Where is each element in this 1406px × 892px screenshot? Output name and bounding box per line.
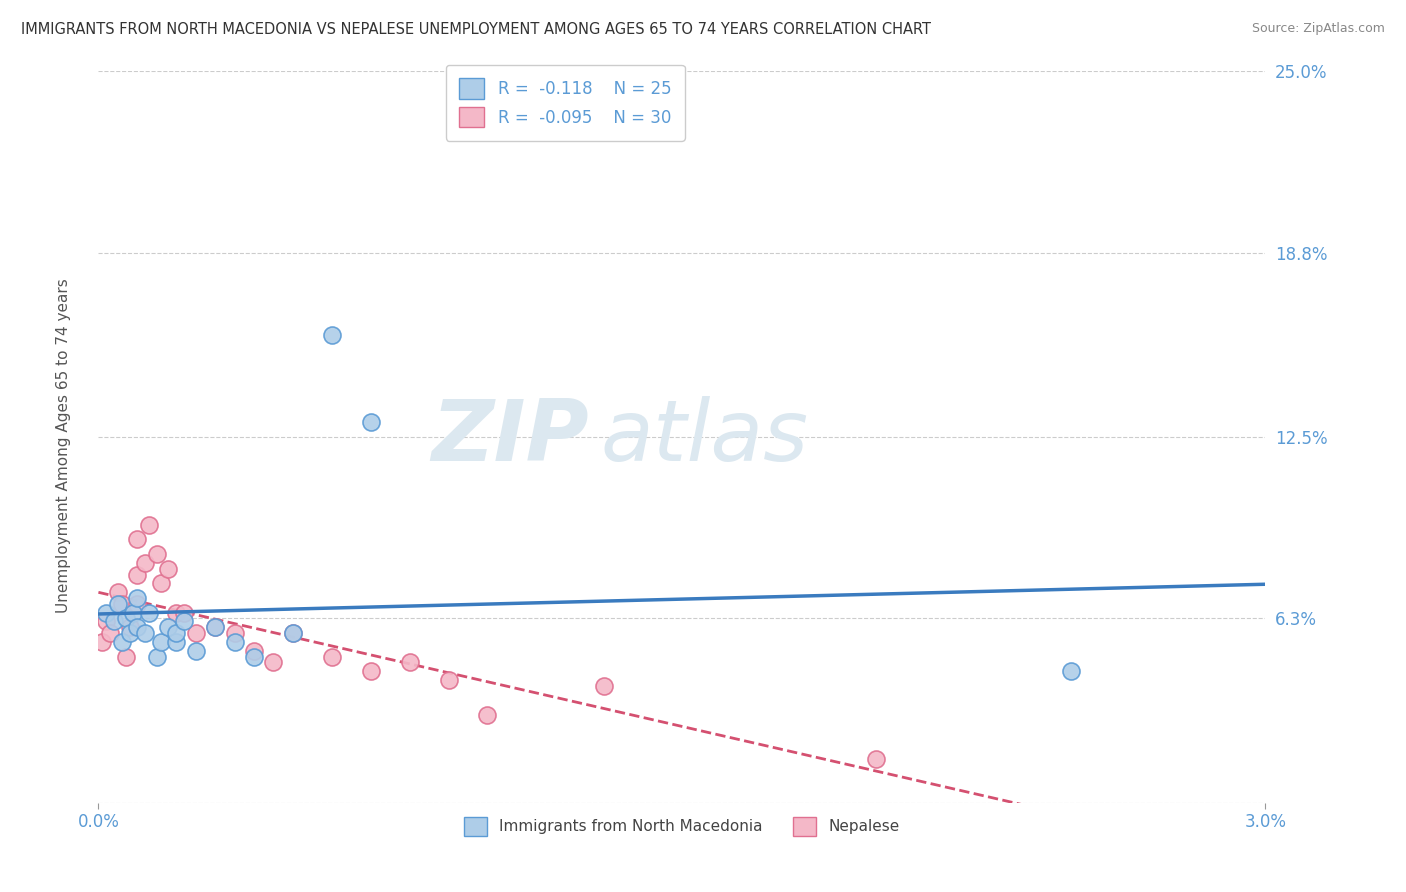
- Point: [107, 585, 129, 599]
- Point: [127, 567, 149, 582]
- Point: [134, 556, 156, 570]
- Text: atlas: atlas: [600, 395, 808, 479]
- Point: [157, 620, 180, 634]
- Point: [114, 649, 136, 664]
- Point: [107, 597, 129, 611]
- Point: [437, 673, 460, 687]
- Point: [149, 576, 172, 591]
- Point: [127, 620, 149, 634]
- Point: [122, 606, 145, 620]
- Point: [149, 635, 172, 649]
- Text: ZIP: ZIP: [430, 395, 589, 479]
- Point: [138, 517, 160, 532]
- Point: [173, 606, 195, 620]
- Point: [262, 656, 284, 670]
- Point: [398, 656, 420, 670]
- Point: [127, 591, 149, 605]
- Point: [165, 606, 187, 620]
- Point: [243, 649, 266, 664]
- Point: [173, 615, 195, 629]
- Point: [865, 752, 887, 766]
- Point: [157, 562, 180, 576]
- Point: [281, 626, 304, 640]
- Point: [118, 620, 141, 634]
- Point: [96, 606, 118, 620]
- Point: [204, 620, 226, 634]
- Point: [98, 626, 121, 640]
- Point: [146, 649, 169, 664]
- Point: [96, 615, 118, 629]
- Point: [165, 635, 187, 649]
- Point: [91, 635, 114, 649]
- Point: [593, 679, 616, 693]
- Text: Source: ZipAtlas.com: Source: ZipAtlas.com: [1251, 22, 1385, 36]
- Point: [477, 708, 499, 723]
- Point: [138, 606, 160, 620]
- Point: [321, 649, 343, 664]
- Point: [204, 620, 226, 634]
- Point: [184, 643, 207, 657]
- Point: [127, 533, 149, 547]
- Point: [360, 416, 382, 430]
- Point: [360, 664, 382, 678]
- Point: [118, 626, 141, 640]
- Point: [146, 547, 169, 561]
- Point: [184, 626, 207, 640]
- Point: [111, 597, 134, 611]
- Point: [1060, 664, 1083, 678]
- Point: [165, 626, 187, 640]
- Point: [224, 626, 246, 640]
- Point: [281, 626, 304, 640]
- Point: [114, 611, 136, 625]
- Point: [134, 626, 156, 640]
- Point: [224, 635, 246, 649]
- Point: [243, 643, 266, 657]
- Point: [111, 635, 134, 649]
- Point: [321, 327, 343, 342]
- Legend: Immigrants from North Macedonia, Nepalese: Immigrants from North Macedonia, Nepales…: [453, 806, 911, 847]
- Text: Unemployment Among Ages 65 to 74 years: Unemployment Among Ages 65 to 74 years: [56, 278, 70, 614]
- Point: [103, 615, 125, 629]
- Point: [127, 597, 149, 611]
- Text: IMMIGRANTS FROM NORTH MACEDONIA VS NEPALESE UNEMPLOYMENT AMONG AGES 65 TO 74 YEA: IMMIGRANTS FROM NORTH MACEDONIA VS NEPAL…: [21, 22, 931, 37]
